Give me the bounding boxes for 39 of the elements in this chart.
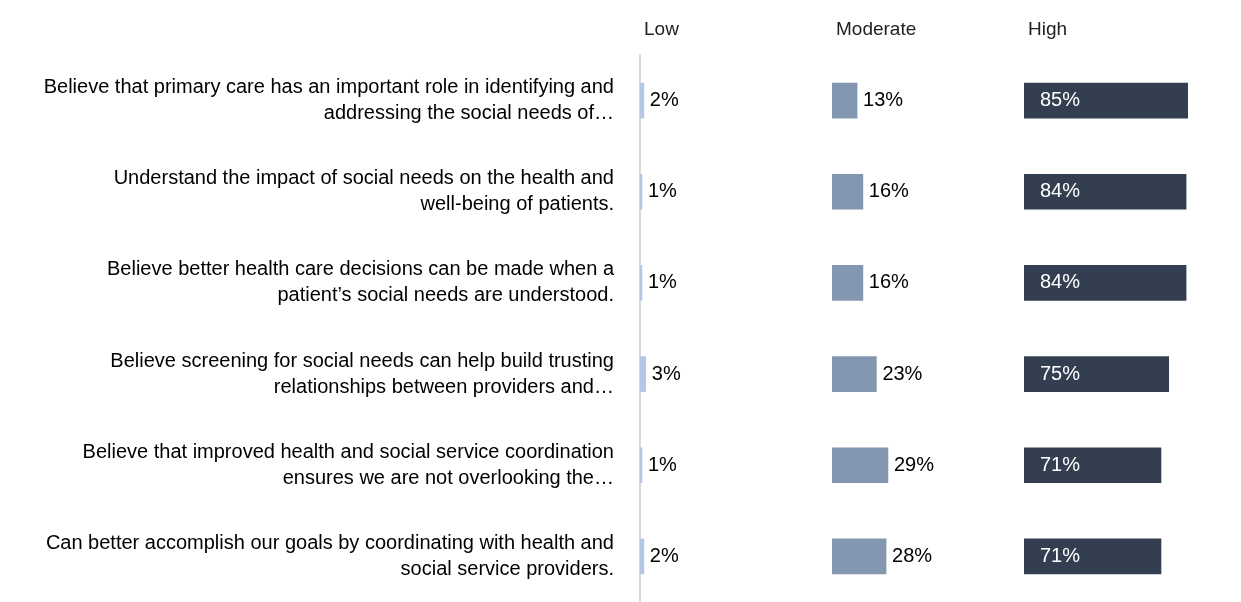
bar [832,82,858,119]
data-label: 84% [1040,270,1081,293]
y-tick-label: Can better accomplish our goals by coordinating with health and social service providers. [45,530,614,579]
y-tick-label: Understand the impact of social needs on the health and well-being of patients. [113,166,614,215]
bar [1024,82,1188,119]
data-label: 1% [647,452,678,475]
data-label: 2% [649,543,679,566]
bar [832,356,877,392]
bar [1024,356,1170,392]
bar [832,538,887,575]
data-label: 23% [882,361,923,384]
y-tick-label: Believe that primary care has an important role in identifying and addressing the social needs of… [43,75,614,124]
bar [832,173,864,210]
data-label: 3% [651,361,681,384]
bar [832,447,889,484]
bar [1024,173,1187,210]
y-tick-label: Believe better health care decisions can be made when a patient’s social needs are understood. [107,257,615,306]
data-label: 29% [893,452,935,475]
data-label: 28% [892,543,933,566]
data-label: 71% [1040,543,1081,566]
data-label: 1% [647,179,678,202]
bar [1024,538,1162,575]
bar [832,265,864,301]
chart-title: Moderate [836,18,917,40]
data-label: 16% [868,179,910,202]
y-tick-label: Believe screening for social needs can help build trusting relationships between providers and… [110,348,614,397]
data-label: 75% [1040,361,1081,384]
data-label: 84% [1040,179,1081,202]
chart-title: High [1028,18,1068,40]
chart-title: Low [644,18,680,40]
data-label: 71% [1040,452,1081,475]
data-label: 85% [1040,88,1081,111]
bar [1024,265,1187,301]
y-tick-label: Believe that improved health and social service coordination ensures we are not overlooking the… [82,439,614,488]
data-label: 1% [647,270,678,293]
data-label: 13% [863,88,904,111]
data-label: 16% [868,270,910,293]
bar [1024,447,1162,484]
data-label: 2% [649,88,679,111]
